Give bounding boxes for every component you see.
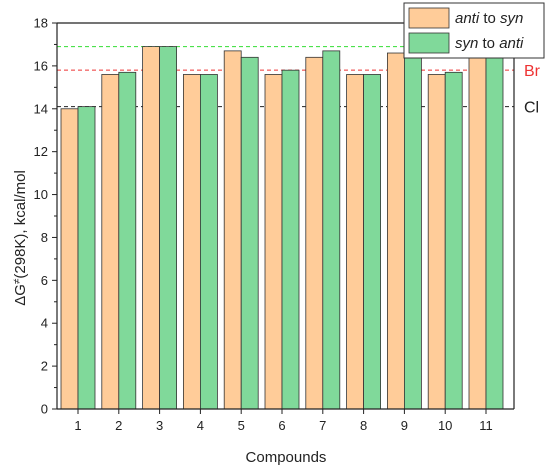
bar-series1-compound-1 — [60, 108, 79, 410]
x-tick-label: 1 — [74, 418, 81, 433]
bar-series2-compound-9 — [403, 50, 422, 410]
x-tick-label: 7 — [319, 418, 326, 433]
bar-series1-compound-10 — [427, 74, 446, 410]
bar-series2-compound-2 — [118, 71, 137, 410]
bar-series2-compound-7 — [322, 50, 341, 410]
reference-label-br: Br — [524, 63, 541, 80]
y-tick-label: 14 — [34, 101, 48, 116]
bar-series1-compound-7 — [305, 56, 324, 410]
legend: anti to syn syn to anti — [403, 2, 545, 59]
bar-series1-compound-6 — [264, 74, 283, 410]
bar-series1-compound-5 — [223, 50, 242, 410]
bar-series2-compound-10 — [444, 71, 463, 410]
y-tick-label: 4 — [41, 316, 48, 331]
bar-series2-compound-3 — [159, 46, 178, 410]
y-tick-label: 12 — [34, 144, 48, 159]
y-tick-label: 10 — [34, 187, 48, 202]
y-tick-label: 2 — [41, 359, 48, 374]
x-axis-title: Compounds — [246, 449, 327, 466]
x-tick-label: 11 — [479, 418, 493, 433]
bar-series1-compound-4 — [182, 74, 201, 410]
legend-swatch-series2 — [408, 32, 450, 54]
y-tick-label: 6 — [41, 273, 48, 288]
x-tick-label: 2 — [115, 418, 122, 433]
y-tick-label: 18 — [34, 16, 48, 31]
x-tick-label: 3 — [156, 418, 163, 433]
legend-label-series2: syn to anti — [455, 35, 524, 52]
y-tick-label: 0 — [41, 402, 48, 417]
x-tick-label: 5 — [238, 418, 245, 433]
y-tick-label: 16 — [34, 58, 48, 73]
bar-series2-compound-1 — [77, 106, 96, 410]
reference-label-cl: Cl — [524, 100, 539, 117]
x-tick-label: 10 — [438, 418, 452, 433]
bar-series1-compound-2 — [101, 74, 120, 410]
bar-series2-compound-4 — [199, 74, 218, 410]
bar-series2-compound-8 — [363, 74, 382, 410]
x-tick-label: 6 — [278, 418, 285, 433]
y-tick-label: 8 — [41, 230, 48, 245]
x-tick-label: 9 — [401, 418, 408, 433]
bar-series2-compound-5 — [240, 56, 259, 410]
bar-series1-compound-11 — [468, 50, 487, 410]
bar-series1-compound-8 — [346, 74, 365, 410]
bar-series2-compound-11 — [485, 48, 504, 410]
bar-series1-compound-9 — [386, 52, 405, 410]
bar-series2-compound-6 — [281, 69, 300, 410]
bar-series1-compound-3 — [142, 46, 161, 410]
bar-group — [60, 46, 504, 410]
x-tick-label: 4 — [197, 418, 204, 433]
legend-label-series1: anti to syn — [455, 10, 523, 27]
x-tick-label: 8 — [360, 418, 367, 433]
y-axis-title: ΔG≠(298K), kcal/mol — [12, 170, 30, 306]
legend-swatch-series1 — [408, 7, 450, 29]
